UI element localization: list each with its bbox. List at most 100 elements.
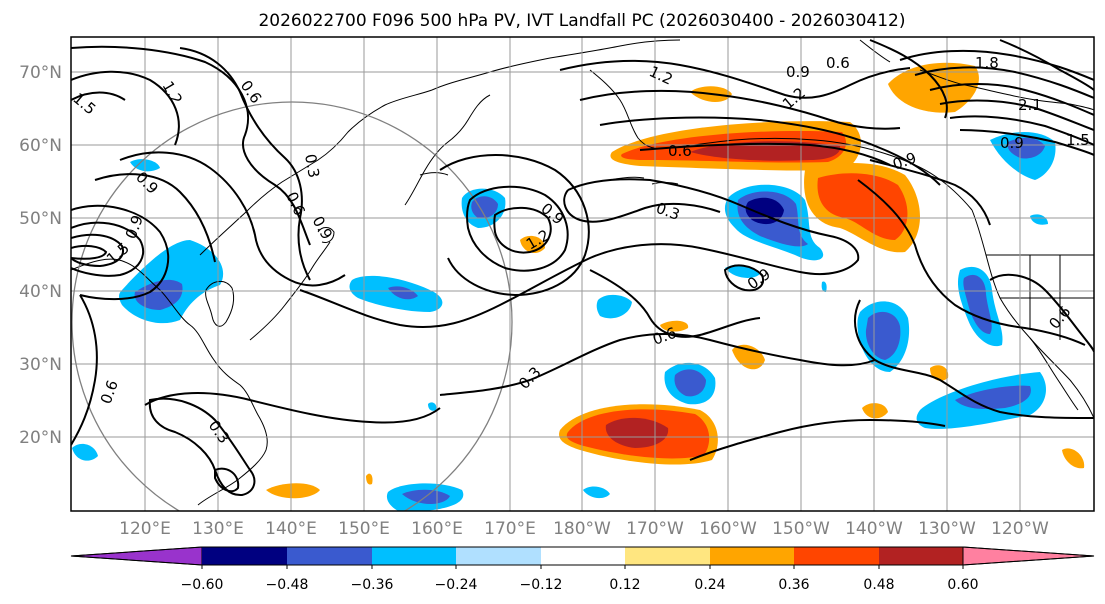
lon-label-160w: 160°W bbox=[699, 519, 757, 539]
colorbar-segment bbox=[625, 547, 710, 565]
contour-label: 0.6 bbox=[826, 54, 850, 72]
colorbar-tick-label: 0.36 bbox=[778, 577, 809, 593]
coastlines bbox=[71, 39, 1094, 506]
lon-label-120w: 120°W bbox=[991, 519, 1049, 539]
lat-label-70n: 70°N bbox=[19, 63, 62, 83]
negative-anomaly-east-pacific-core bbox=[865, 311, 901, 360]
negative-anomaly-subtropical-east-core bbox=[955, 385, 1031, 410]
map-panel: 1.2 1.5 0.6 0.3 0.6 0.9 0.6 1.2 0.9 1.2 … bbox=[70, 36, 1095, 512]
lon-label-150w: 150°W bbox=[772, 519, 830, 539]
graticule bbox=[71, 37, 1094, 511]
pv-contour-jet-core-2 bbox=[914, 66, 1094, 99]
lon-label-180: 180°W bbox=[553, 519, 611, 539]
contour-label: 2.1 bbox=[1018, 96, 1042, 114]
pv-contours bbox=[71, 39, 1094, 497]
pv-contour-0-6-asia bbox=[94, 173, 216, 263]
negative-anomaly-small-7 bbox=[821, 281, 827, 292]
pv-contour-west-edge bbox=[71, 294, 98, 446]
negative-anomaly-small-5 bbox=[1030, 214, 1048, 225]
lon-label-170e: 170°E bbox=[484, 519, 536, 539]
pv-contour-jet-loop bbox=[869, 39, 948, 119]
pv-contour-1-2-north-central bbox=[559, 59, 911, 99]
lat-label-60n: 60°N bbox=[19, 136, 62, 156]
negative-anomaly-small-3 bbox=[583, 486, 610, 499]
pv-contour-0-3-south-west bbox=[148, 397, 256, 497]
pv-contour-kamchatka-low-ring2 bbox=[465, 185, 569, 272]
lon-label-170w: 170°W bbox=[626, 519, 684, 539]
pv-contour-0-9-north-central bbox=[579, 89, 901, 130]
negative-anomaly-central-subtropics-core bbox=[674, 369, 706, 397]
negative-anomaly-far-north-east-core bbox=[1007, 137, 1045, 159]
lon-label-160e: 160°E bbox=[411, 519, 463, 539]
colorbar-tick-label: −0.48 bbox=[266, 577, 309, 593]
pv-contour-0-3-asia bbox=[119, 151, 346, 287]
positive-anomaly-small-9 bbox=[366, 473, 373, 485]
pv-contour-jet-core-4 bbox=[939, 99, 1094, 131]
positive-anomaly-small-3 bbox=[660, 320, 689, 332]
colorbar-tick-label: −0.36 bbox=[351, 577, 394, 593]
colorbar-tick-label: −0.12 bbox=[520, 577, 563, 593]
positive-anomaly-north-atlantic-sector bbox=[888, 62, 979, 113]
positive-anomaly-gulf-alaska-core bbox=[817, 173, 908, 240]
colorbar-segment bbox=[541, 547, 625, 565]
positive-anomaly-small-6 bbox=[862, 403, 888, 419]
pv-contour-0-9-kamchatka-low-ring1 bbox=[493, 206, 552, 254]
lon-label-130w: 130°W bbox=[918, 519, 976, 539]
pv-contour-0-3-pacific-main bbox=[299, 178, 860, 329]
lon-label-120e: 120°E bbox=[119, 519, 171, 539]
pv-contour-kamchatka-low-ring3 bbox=[439, 154, 590, 297]
coastline-alaska-south bbox=[667, 138, 973, 211]
positive-anomaly-small-5 bbox=[266, 483, 320, 499]
pv-contour-0-6-east bbox=[857, 179, 1086, 346]
positive-anomaly-small-8 bbox=[1062, 448, 1085, 469]
colorbar-tick-label: −0.60 bbox=[181, 577, 224, 593]
contour-label: 0.9 bbox=[786, 63, 810, 81]
pv-contour-far-north-2 bbox=[71, 70, 180, 146]
coastline-alaska-west bbox=[589, 69, 669, 150]
colorbar-segment bbox=[879, 547, 963, 565]
pv-contour-cutoff-low-ring1 bbox=[71, 221, 145, 277]
colorbar-extend-min bbox=[70, 546, 203, 566]
negative-anomaly-small-4 bbox=[72, 443, 98, 461]
positive-anomaly-subtropical-pacific-max bbox=[605, 417, 669, 448]
pv-contour-0-3-south-band bbox=[689, 418, 946, 461]
map-frame bbox=[70, 36, 1095, 512]
coastline-north-america-west bbox=[971, 209, 1094, 419]
colorbar-tick-label: 0.12 bbox=[609, 577, 640, 593]
pv-contour-cutoff-low-ring3 bbox=[71, 244, 108, 260]
pv-contour-0-3-sw-pacific bbox=[144, 392, 441, 424]
colorbar-tick-label: 0.60 bbox=[947, 577, 978, 593]
colorbar-segment bbox=[372, 547, 456, 565]
colorbar-extend-max bbox=[962, 546, 1095, 566]
negative-anomaly-small-6 bbox=[428, 402, 437, 411]
lat-label-30n: 30°N bbox=[19, 355, 62, 375]
colorbar-segment bbox=[794, 547, 879, 565]
pv-contour-1-5-east bbox=[999, 39, 1094, 91]
contour-label: 0.6 bbox=[668, 142, 692, 160]
pv-contour-0-6-north bbox=[179, 47, 311, 281]
negative-anomaly-small-1 bbox=[596, 294, 632, 319]
state-borders-usa bbox=[986, 254, 1094, 340]
negative-anomaly-north-pacific-band-core bbox=[388, 286, 418, 300]
coastline-arctic-east-siberia bbox=[431, 39, 681, 91]
lon-label-140w: 140°W bbox=[845, 519, 903, 539]
pv-contour-0-6-north-central bbox=[599, 116, 941, 186]
lat-label-20n: 20°N bbox=[19, 428, 62, 448]
colorbar-tick-label: −0.24 bbox=[435, 577, 478, 593]
lon-label-130e: 130°E bbox=[192, 519, 244, 539]
pv-contour-west-small bbox=[214, 467, 240, 493]
pv-contour-0-6-aleutian bbox=[639, 142, 891, 166]
pv-contour-0-6-mid bbox=[589, 269, 761, 338]
contour-label: 1.8 bbox=[975, 54, 999, 72]
colorbar-tick-label: 0.24 bbox=[694, 577, 725, 593]
coastline-kamchatka bbox=[404, 94, 491, 206]
pv-contour-0-3-pacific-north bbox=[563, 189, 721, 223]
contour-label: 1.5 bbox=[1066, 131, 1090, 149]
colorbar-segment bbox=[456, 547, 541, 565]
pv-contour-0-9-gulf bbox=[869, 159, 991, 226]
contour-label: 0.9 bbox=[1000, 134, 1024, 152]
coastline-canada-arctic bbox=[859, 39, 1094, 111]
coastline-korea bbox=[205, 281, 235, 327]
coastline-baja bbox=[1029, 337, 1079, 411]
